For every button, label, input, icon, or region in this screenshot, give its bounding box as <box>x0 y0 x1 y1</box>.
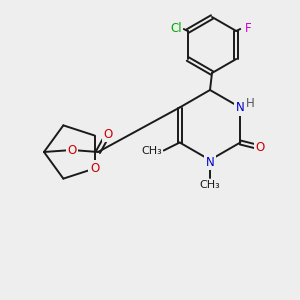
Text: O: O <box>90 162 99 175</box>
Text: N: N <box>206 155 214 169</box>
Text: F: F <box>245 22 252 35</box>
Text: CH₃: CH₃ <box>200 180 220 190</box>
Text: H: H <box>246 97 255 110</box>
Text: Cl: Cl <box>170 22 182 35</box>
Text: O: O <box>256 141 265 154</box>
Text: O: O <box>68 143 76 157</box>
Text: O: O <box>103 128 112 140</box>
Text: N: N <box>236 101 245 114</box>
Text: CH₃: CH₃ <box>141 146 162 155</box>
